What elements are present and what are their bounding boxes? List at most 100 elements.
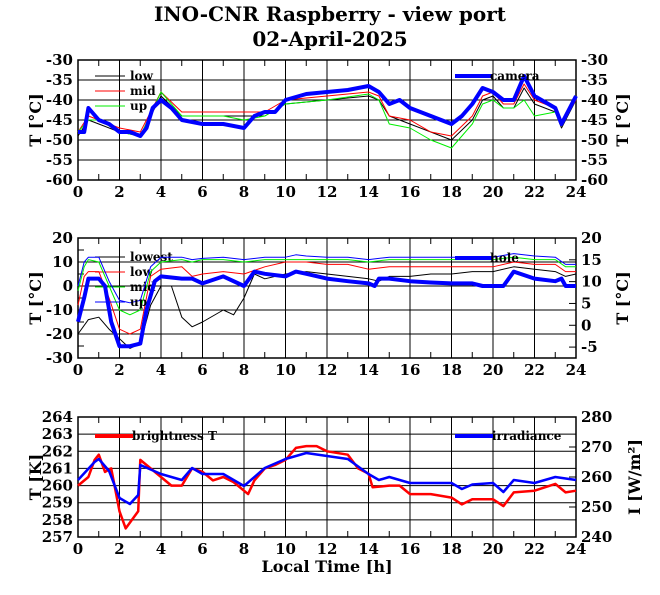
panel-1: 0 2 4 6 8 10 12 14 16 18 20 22 24-60-55-50-45-40-35-… [26,51,632,201]
x-tick-label: 8 [239,183,249,201]
legend-label-lowest: lowest [130,250,173,264]
y2-tick-label: 20 [581,229,602,247]
x-tick-label: 14 [358,540,379,558]
y2-tick-label: 15 [581,251,602,269]
y-tick-label: -20 [46,325,73,343]
chart-title: INO-CNR Raspberry - view port [154,2,507,26]
panel-3: 0 2 4 6 8 10 12 14 16 18 20 22 242572582592602612622… [26,408,644,576]
y-tick-label: -40 [46,91,73,109]
x-tick-label: 10 [275,361,296,379]
legend-label-mid: mid [130,84,156,98]
y2-tick-label: 270 [581,438,612,456]
x-tick-label: 6 [197,361,207,379]
x-tick-label: 18 [441,540,462,558]
x-tick-label: 10 [275,183,296,201]
y2-tick-label: -50 [581,131,608,149]
x-tick-label: 18 [441,183,462,201]
y2-tick-label: -5 [581,338,598,356]
x-tick-label: 24 [566,540,587,558]
y2-axis-label: T [°C] [613,271,632,324]
chart-subtitle: 02-April-2025 [252,27,407,51]
x-tick-label: 12 [317,183,338,201]
y2-tick-label: 260 [581,468,612,486]
y2-tick-label: 280 [581,408,612,426]
x-tick-label: 0 [73,540,83,558]
y-tick-label: -45 [46,111,73,129]
legend-label-up: up [130,295,147,309]
y-tick-label: 263 [42,425,73,443]
x-tick-label: 4 [156,183,166,201]
x-tick-label: 6 [197,183,207,201]
x-tick-label: 12 [317,540,338,558]
y2-tick-label: 250 [581,498,612,516]
y-axis-label: T [°C] [26,271,45,324]
legend-label-brightness-T: brightness T [132,429,217,443]
plot-frame [77,59,577,181]
y2-tick-label: 240 [581,528,612,546]
y-tick-label: 261 [42,459,73,477]
x-tick-label: 16 [400,540,421,558]
x-tick-label: 6 [197,540,207,558]
x-tick-label: 0 [73,183,83,201]
legend-label-camera: camera [490,69,540,83]
y-tick-label: -35 [46,71,73,89]
x-tick-label: 22 [524,540,545,558]
y2-tick-label: 5 [581,294,591,312]
x-tick-label: 2 [114,183,124,201]
x-tick-label: 24 [566,183,587,201]
series-line-camera [78,74,578,138]
y-tick-label: -30 [46,349,73,367]
x-tick-label: 2 [114,540,124,558]
y-tick-label: 0 [63,277,73,295]
x-axis-label: Local Time [h] [261,557,392,576]
legend-label-mid: mid [130,280,156,294]
y-tick-label: 264 [42,408,73,426]
y2-tick-label: -55 [581,151,608,169]
y2-axis-label: T [°C] [613,93,632,146]
series-line-hole [76,269,576,349]
plot-frame [77,416,577,538]
x-tick-label: 4 [156,540,166,558]
y2-tick-label: 0 [581,316,591,334]
series-line-low [77,261,576,335]
x-tick-label: 14 [358,361,379,379]
y-axis-label: T [°C] [26,93,45,146]
y2-tick-label: -45 [581,111,608,129]
legend-label-irradiance: irradiance [492,429,562,443]
y-tick-label: 20 [52,229,73,247]
series-line-irradiance [77,451,577,506]
y2-tick-label: -40 [581,91,608,109]
y-tick-label: 259 [42,494,73,512]
x-tick-label: 10 [275,540,296,558]
y-tick-label: -10 [46,301,73,319]
x-tick-label: 18 [441,361,462,379]
legend-label-hole: hole [490,251,519,265]
panel-2: 0 2 4 6 8 10 12 14 16 18 20 22 24-30-20-1001020-5051… [26,229,632,379]
x-tick-label: 20 [483,540,504,558]
x-tick-label: 16 [400,183,421,201]
y-tick-label: -55 [46,151,73,169]
plot-frame [77,237,577,359]
y2-tick-label: -30 [581,51,608,69]
x-tick-label: 20 [483,183,504,201]
y2-tick-label: -60 [581,171,608,189]
x-tick-label: 22 [524,361,545,379]
y-tick-label: -50 [46,131,73,149]
x-tick-label: 12 [317,361,338,379]
y2-axis-label: I [W/m²] [625,439,644,515]
legend-label-low: low [130,69,154,83]
x-tick-label: 20 [483,361,504,379]
legend-label-up: up [130,99,147,113]
y-tick-label: 10 [52,253,73,271]
y-axis-label: T [K] [26,454,45,501]
y-tick-label: 258 [42,511,73,529]
x-tick-label: 22 [524,183,545,201]
y2-tick-label: -35 [581,71,608,89]
x-tick-label: 2 [114,361,124,379]
x-tick-label: 4 [156,361,166,379]
series-line-up [77,91,577,149]
y-tick-label: -60 [46,171,73,189]
x-tick-label: 8 [239,361,249,379]
y-tick-label: -30 [46,51,73,69]
